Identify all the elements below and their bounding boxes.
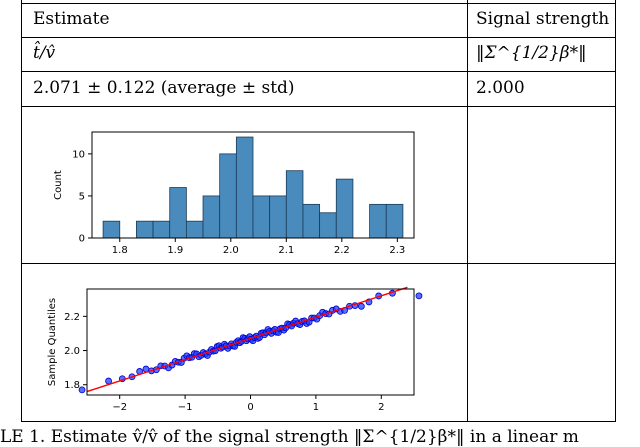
y-tick-label: 5 [79, 191, 85, 202]
histogram-bar [136, 220, 154, 239]
qq-reference-line [86, 286, 408, 393]
table-rule [467, 0, 468, 422]
table-rule [21, 106, 616, 107]
qq-plot-chart: −2 −1 0 1 2 1.8 2.0 2.2 Sample Quantiles [47, 286, 423, 413]
histogram-bar [269, 195, 287, 239]
x-tick-label: 1.8 [112, 245, 128, 256]
histogram-frame [91, 131, 415, 239]
histogram-bar [302, 203, 321, 239]
table-rule [21, 421, 616, 422]
histogram-chart: 1.8 1.9 2.0 2.1 2.2 2.3 0 5 10 Count [53, 131, 415, 256]
y-tick-label: 2.2 [64, 312, 80, 323]
table-rule [615, 0, 616, 422]
y-tick-label: 1.8 [64, 380, 80, 391]
signal-strength-value: 2.000 [476, 78, 525, 98]
estimate-symbol: t̂/v̂ [33, 43, 56, 63]
table-caption: LE 1. Estimate v̂/v̂ of the signal stren… [0, 427, 579, 447]
x-tick-label: 1.9 [167, 245, 183, 256]
histogram-bar [102, 220, 121, 239]
x-tick-label: 0 [247, 402, 253, 413]
histogram-bar [335, 178, 354, 239]
results-table: Estimate Signal strength t̂/v̂ ‖Σ^{1/2}β… [21, 0, 616, 422]
qq-point [357, 302, 365, 310]
x-tick-label: 2.3 [389, 245, 405, 256]
qq-point [78, 386, 86, 394]
y-axis-label: Sample Quantiles [47, 298, 58, 386]
table-rule [21, 71, 616, 72]
table-rule [21, 263, 616, 264]
histogram-bar [185, 220, 204, 239]
header-signal-strength: Signal strength [476, 9, 610, 29]
histogram-bar [235, 136, 254, 239]
x-tick-label: 2.1 [278, 245, 294, 256]
histogram-bar [202, 195, 221, 239]
x-tick-label: −2 [112, 402, 127, 413]
x-tick-label: 2 [378, 402, 384, 413]
estimate-value: 2.071 ± 0.122 (average ± std) [33, 78, 295, 98]
y-axis-label: Count [53, 170, 64, 200]
y-tick-label: 10 [72, 149, 85, 160]
qq-point [415, 292, 423, 300]
x-tick-label: −1 [178, 402, 193, 413]
histogram-bar [169, 187, 187, 239]
histogram-bar [319, 212, 337, 239]
histogram-bar [219, 153, 237, 239]
table-rule [21, 3, 616, 4]
histogram-bar [369, 203, 387, 239]
histogram-bar [252, 195, 271, 239]
x-tick-label: 1 [313, 402, 319, 413]
histogram-bar [152, 220, 171, 239]
signal-strength-symbol: ‖Σ^{1/2}β*‖ [476, 43, 587, 63]
y-tick-label: 0 [79, 234, 85, 245]
header-estimate: Estimate [33, 9, 110, 29]
table-rule [21, 0, 22, 422]
y-tick-label: 2.0 [64, 346, 80, 357]
x-tick-label: 2.2 [334, 245, 350, 256]
table-rule [21, 37, 616, 38]
histogram-bar [385, 203, 404, 239]
histogram-bar [285, 170, 304, 239]
x-tick-label: 2.0 [223, 245, 239, 256]
